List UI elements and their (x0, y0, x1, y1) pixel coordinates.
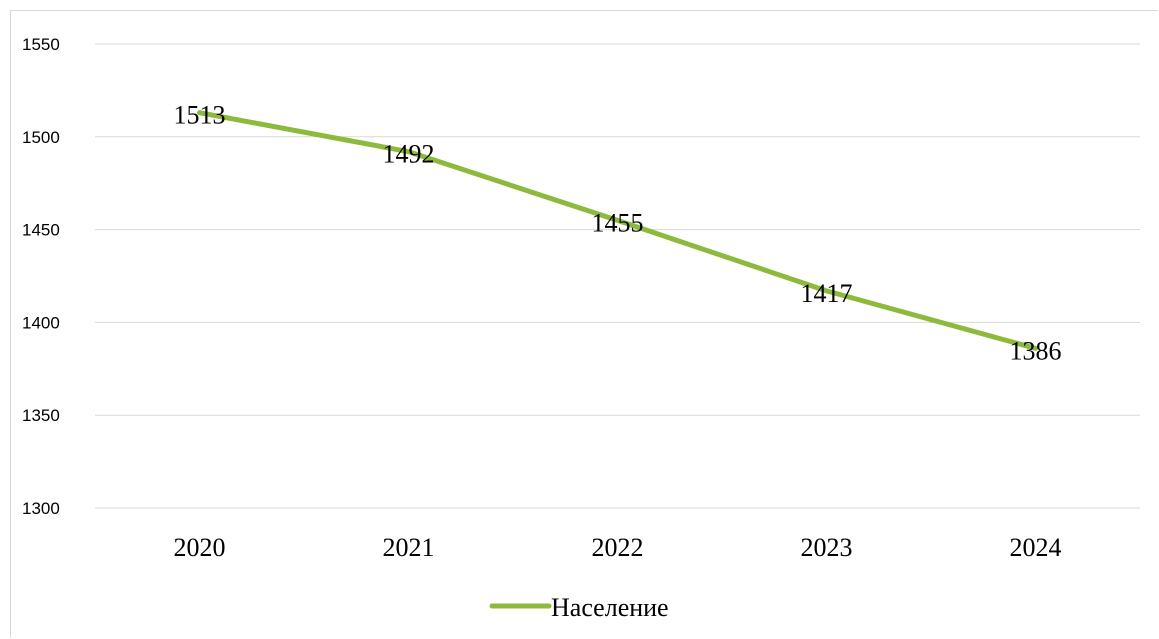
y-tick-label: 1350 (22, 406, 60, 425)
chart-frame (10, 10, 1158, 638)
y-tick-label: 1500 (22, 128, 60, 147)
data-label: 1386 (1010, 336, 1062, 365)
y-tick-label: 1550 (22, 35, 60, 54)
x-tick-label: 2024 (1010, 533, 1062, 562)
x-tick-label: 2023 (801, 533, 853, 562)
x-tick-label: 2022 (592, 533, 644, 562)
y-tick-label: 1450 (22, 221, 60, 240)
data-labels: 1513 1492 1455 1417 1386 (174, 101, 1062, 366)
data-point (826, 290, 827, 292)
gridlines (95, 43, 1140, 509)
data-label: 1492 (383, 140, 435, 169)
data-point (408, 151, 409, 153)
data-point (617, 219, 618, 221)
series-lines (197, 110, 1038, 351)
y-axis-ticks: 1300 1350 1400 1450 1500 1550 (22, 35, 60, 518)
data-point (1035, 347, 1036, 349)
data-label: 1513 (174, 101, 226, 130)
legend-label: Население (551, 593, 669, 622)
y-tick-label: 1400 (22, 313, 60, 332)
x-tick-label: 2021 (383, 533, 435, 562)
data-label: 1417 (801, 279, 853, 308)
legend[interactable]: Население (489, 593, 669, 622)
data-label: 1455 (592, 208, 644, 237)
y-tick-label: 1300 (22, 499, 60, 518)
x-tick-label: 2020 (174, 533, 226, 562)
x-axis-ticks: 2020 2021 2022 2023 2024 (174, 533, 1062, 562)
data-point (199, 112, 200, 114)
